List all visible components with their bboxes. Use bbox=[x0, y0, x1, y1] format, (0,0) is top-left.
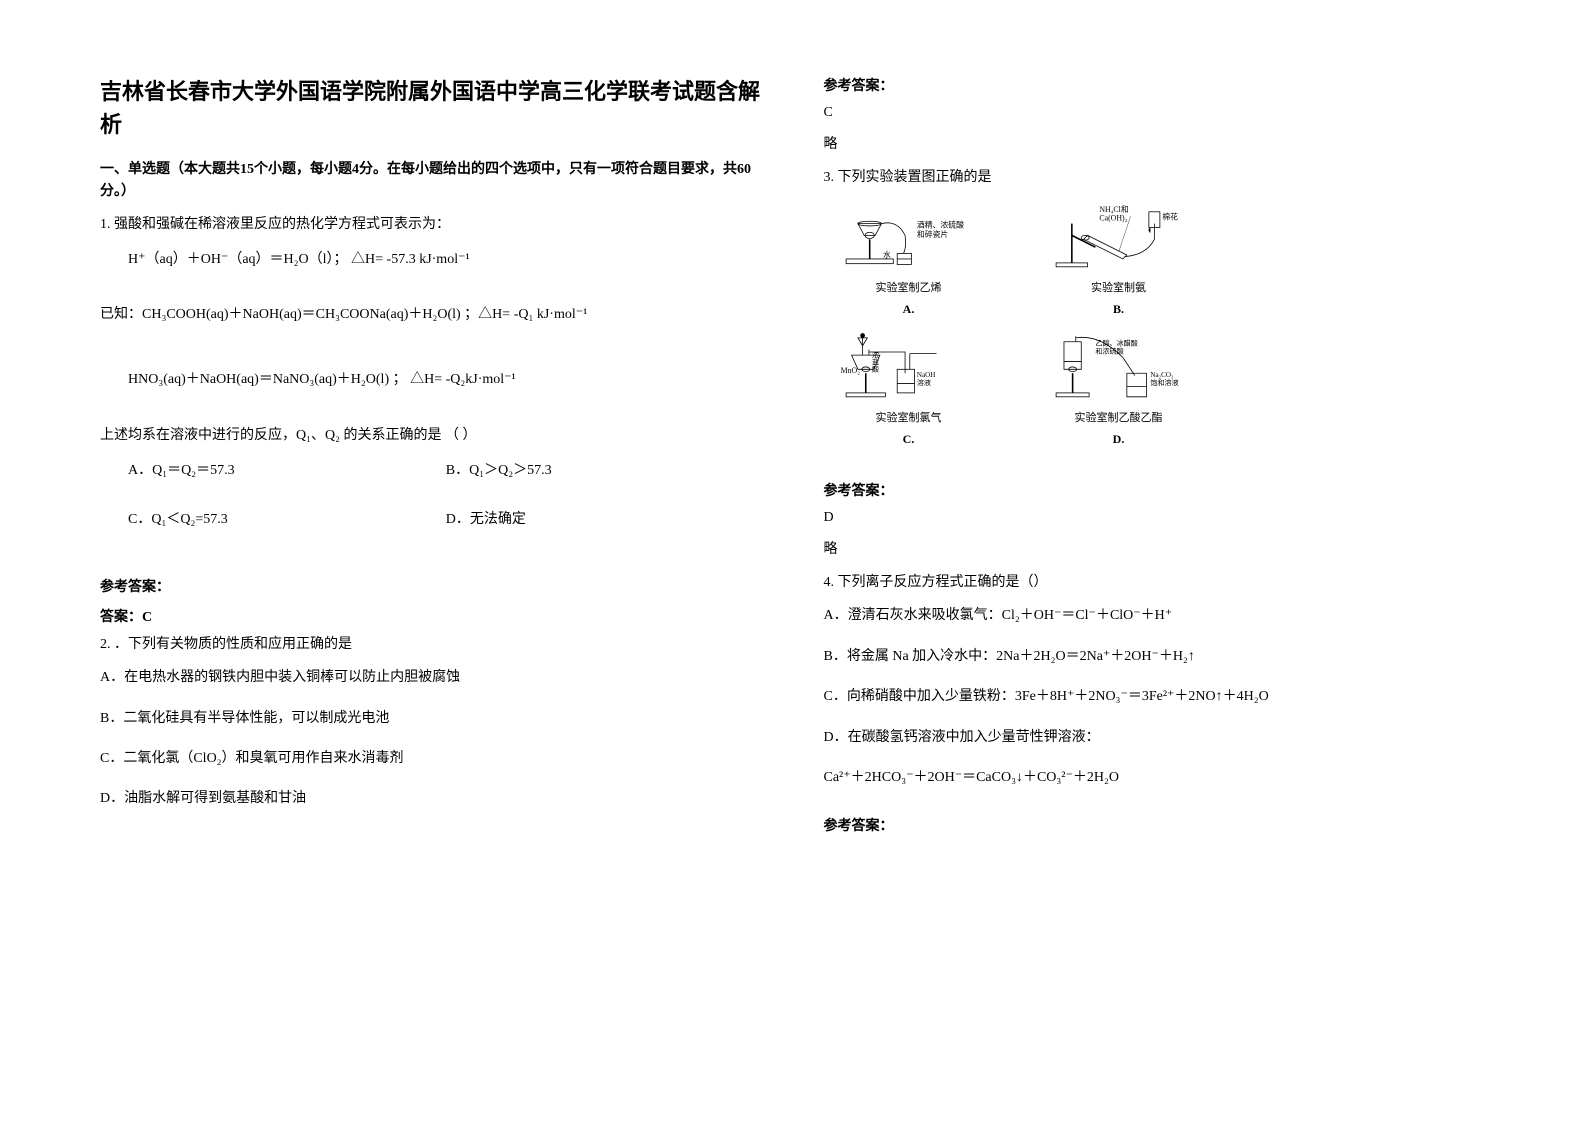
q2-opt-c: C．二氧化氯（ClO₂）和臭氧可用作自来水消毒剂 bbox=[100, 748, 764, 770]
diagram-c-text4: MnO₂ bbox=[840, 366, 860, 375]
diagram-a-text1: 酒精、浓硫酸 bbox=[916, 220, 963, 230]
diagram-c-svg: 浓 盐 酸 MnO₂ NaOH 溶液 bbox=[824, 330, 994, 409]
diagram-b-text1: NH₄Cl和 bbox=[1099, 205, 1129, 214]
diagram-c-text6: 溶液 bbox=[916, 378, 930, 387]
q3-answer-label: 参考答案： bbox=[824, 480, 1488, 500]
diagram-d-sub: D. bbox=[1113, 429, 1125, 451]
q4-opt-b: B．将金属 Na 加入冷水中：2Na＋2H₂O＝2Na⁺＋2OH⁻＋H₂↑ bbox=[824, 646, 1488, 668]
q4-answer-label: 参考答案： bbox=[824, 815, 1488, 835]
diagram-a-label: 实验室制乙烯 bbox=[876, 279, 942, 299]
diagram-a-text2: 和碎瓷片 bbox=[916, 229, 948, 239]
page-title: 吉林省长春市大学外国语学院附属外国语中学高三化学联考试题含解析 bbox=[100, 75, 764, 141]
right-column: 参考答案： C 略 3. 下列实验装置图正确的是 酒精、浓硫酸 和碎瓷片 水 bbox=[824, 75, 1488, 1047]
q1-eq1: H⁺（aq）＋OH⁻（aq）＝H₂O（l）； △H= -57.3 kJ·mol⁻… bbox=[128, 247, 764, 272]
diagram-d-text4: 饱和溶液 bbox=[1150, 378, 1178, 387]
diagram-b-label: 实验室制氨 bbox=[1091, 279, 1146, 299]
diagram-a-svg: 酒精、浓硫酸 和碎瓷片 水 bbox=[824, 200, 994, 279]
diagram-c-label: 实验室制氯气 bbox=[876, 409, 942, 429]
diagram-d-label: 实验室制乙酸乙酯 bbox=[1075, 409, 1163, 429]
diagram-b-text2: Ca(OH)₂ bbox=[1099, 214, 1127, 223]
q3-row1: 酒精、浓硫酸 和碎瓷片 水 实验室制乙烯 A. NH bbox=[824, 200, 1488, 320]
diagram-b: NH₄Cl和 Ca(OH)₂ 棉花 实验室制氨 B. bbox=[1034, 200, 1204, 320]
question-2: 2. ．下列有关物质的性质和应用正确的是 A．在电热水器的钢铁内胆中装入铜棒可以… bbox=[100, 632, 764, 811]
q1-stem: 1. 强酸和强碱在稀溶液里反应的热化学方程式可表示为： bbox=[100, 212, 764, 237]
question-4: 4. 下列离子反应方程式正确的是（） A．澄清石灰水来吸收氯气：Cl₂＋OH⁻＝… bbox=[824, 570, 1488, 795]
diagram-d: 乙醇、冰醋酸 和浓硫酸 Na₂CO₃ 饱和溶液 实验室制乙酸乙酯 D. bbox=[1034, 330, 1204, 450]
q1-opt-c: C．Q₁＜Q₂=57.3 bbox=[128, 507, 446, 532]
q1-answer: 答案：C bbox=[100, 606, 764, 626]
diagram-b-sub: B. bbox=[1113, 299, 1124, 321]
q3-answer: D bbox=[824, 510, 1488, 526]
q3-omit: 略 bbox=[824, 538, 1488, 558]
q1-tail: 上述均系在溶液中进行的反应，Q₁、Q₂ 的关系正确的是 （ ） bbox=[100, 423, 764, 448]
question-1: 1. 强酸和强碱在稀溶液里反应的热化学方程式可表示为： H⁺（aq）＋OH⁻（a… bbox=[100, 212, 764, 556]
diagram-d-text1: 乙醇、冰醋酸 bbox=[1095, 339, 1137, 348]
diagram-c-sub: C. bbox=[903, 429, 915, 451]
diagram-c: 浓 盐 酸 MnO₂ NaOH 溶液 实验室制氯气 C. bbox=[824, 330, 994, 450]
diagram-d-svg: 乙醇、冰醋酸 和浓硫酸 Na₂CO₃ 饱和溶液 bbox=[1034, 330, 1204, 409]
q1-answer-label: 参考答案： bbox=[100, 576, 764, 596]
q1-known: 已知：CH₃COOH(aq)＋NaOH(aq)＝CH₃COONa(aq)＋H₂O… bbox=[100, 302, 764, 327]
q3-row2: 浓 盐 酸 MnO₂ NaOH 溶液 实验室制氯气 C. bbox=[824, 330, 1488, 450]
q4-opt-c: C．向稀硝酸中加入少量铁粉：3Fe＋8H⁺＋2NO₃⁻＝3Fe²⁺＋2NO↑＋4… bbox=[824, 686, 1488, 708]
diagram-d-text2: 和浓硫酸 bbox=[1095, 347, 1123, 356]
q1-eq2: HNO₃(aq)＋NaOH(aq)＝NaNO₃(aq)＋H₂O(l) ； △H=… bbox=[128, 367, 764, 392]
q1-opt-a: A．Q₁＝Q₂＝57.3 bbox=[128, 458, 446, 483]
diagram-a-text3: 水 bbox=[883, 250, 891, 260]
q3-stem: 3. 下列实验装置图正确的是 bbox=[824, 165, 1488, 190]
q2-opt-d: D．油脂水解可得到氨基酸和甘油 bbox=[100, 788, 764, 810]
diagram-a: 酒精、浓硫酸 和碎瓷片 水 实验室制乙烯 A. bbox=[824, 200, 994, 320]
q4-opt-d2: Ca²⁺＋2HCO₃⁻＋2OH⁻＝CaCO₃↓＋CO₃²⁻＋2H₂O bbox=[824, 767, 1488, 789]
q1-opt-d: D．无法确定 bbox=[446, 507, 764, 532]
q4-stem: 4. 下列离子反应方程式正确的是（） bbox=[824, 570, 1488, 595]
q4-opt-a: A．澄清石灰水来吸收氯气：Cl₂＋OH⁻＝Cl⁻＋ClO⁻＋H⁺ bbox=[824, 605, 1488, 627]
q2-opt-a: A．在电热水器的钢铁内胆中装入铜棒可以防止内胆被腐蚀 bbox=[100, 667, 764, 689]
left-column: 吉林省长春市大学外国语学院附属外国语中学高三化学联考试题含解析 一、单选题（本大… bbox=[100, 75, 764, 1047]
diagram-b-svg: NH₄Cl和 Ca(OH)₂ 棉花 bbox=[1034, 200, 1204, 279]
q4-opt-d: D．在碳酸氢钙溶液中加入少量苛性钾溶液： bbox=[824, 727, 1488, 749]
q2-answer: C bbox=[824, 105, 1488, 121]
q2-stem: 2. ．下列有关物质的性质和应用正确的是 bbox=[100, 632, 764, 657]
q2-answer-label: 参考答案： bbox=[824, 75, 1488, 95]
q2-omit: 略 bbox=[824, 133, 1488, 153]
q1-options: A．Q₁＝Q₂＝57.3 B．Q₁＞Q₂＞57.3 C．Q₁＜Q₂=57.3 D… bbox=[128, 458, 764, 556]
diagram-a-sub: A. bbox=[903, 299, 915, 321]
diagram-c-text3: 酸 bbox=[872, 365, 879, 374]
section-header: 一、单选题（本大题共15个小题，每小题4分。在每小题给出的四个选项中，只有一项符… bbox=[100, 159, 764, 204]
diagram-c-text5: NaOH bbox=[916, 371, 934, 379]
question-3: 3. 下列实验装置图正确的是 酒精、浓硫酸 和碎瓷片 水 实验室制乙烯 bbox=[824, 165, 1488, 460]
q2-opt-b: B．二氧化硅具有半导体性能，可以制成光电池 bbox=[100, 708, 764, 730]
q1-opt-b: B．Q₁＞Q₂＞57.3 bbox=[446, 458, 764, 483]
diagram-d-text3: Na₂CO₃ bbox=[1150, 371, 1174, 379]
diagram-b-text3: 棉花 bbox=[1162, 212, 1178, 222]
